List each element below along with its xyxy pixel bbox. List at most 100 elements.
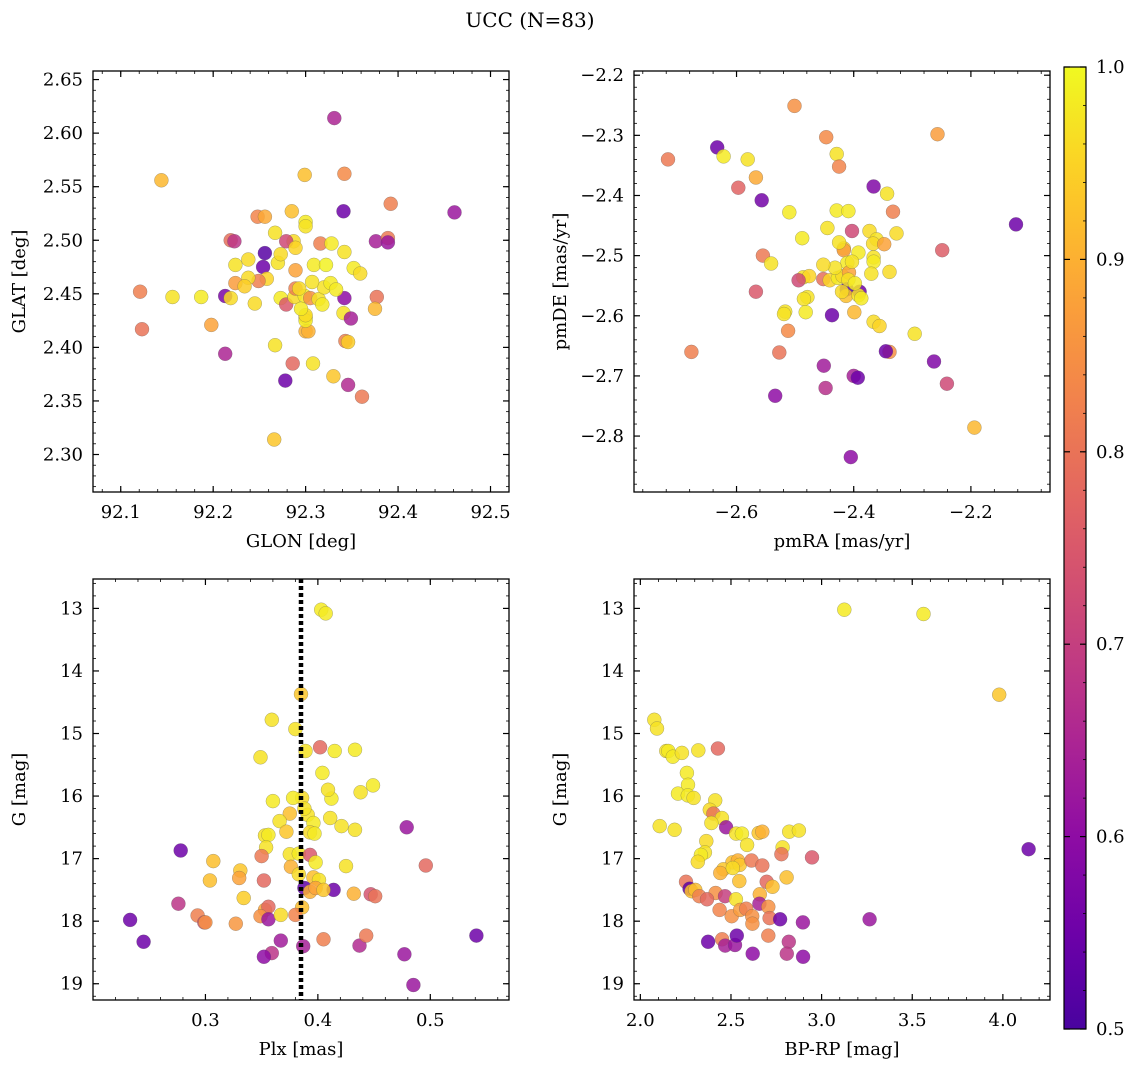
scatter-point bbox=[273, 907, 288, 923]
scatter-point bbox=[847, 276, 863, 291]
scatter-point bbox=[877, 236, 892, 252]
scatter-point bbox=[236, 890, 251, 906]
scatter-point bbox=[265, 793, 281, 809]
scatter-point bbox=[864, 266, 879, 281]
scatter-point bbox=[878, 344, 894, 359]
scatter-point bbox=[337, 166, 352, 182]
x-tick-label: −2.4 bbox=[832, 502, 876, 523]
scatter-point bbox=[725, 860, 740, 876]
scatter-points bbox=[132, 110, 462, 447]
y-axis-label: G [mag] bbox=[550, 753, 571, 826]
y-tick-label: −2.5 bbox=[580, 246, 624, 267]
scatter-point bbox=[819, 129, 834, 145]
axes-frame bbox=[92, 70, 510, 493]
scatter-point bbox=[816, 358, 831, 373]
y-tick-label: 14 bbox=[60, 661, 83, 682]
scatter-point bbox=[716, 149, 731, 164]
scatter-point bbox=[334, 818, 349, 834]
scatter-point bbox=[285, 790, 301, 806]
scatter-point bbox=[889, 226, 904, 241]
scatter-point bbox=[755, 824, 770, 839]
scatter-point bbox=[820, 220, 835, 236]
colorbar-tick-label: 0.5 bbox=[1096, 1019, 1125, 1040]
scatter-point bbox=[327, 110, 342, 126]
scatter-point bbox=[365, 778, 381, 793]
scatter-point bbox=[292, 281, 307, 296]
scatter-point bbox=[279, 824, 294, 839]
y-tick-label: 2.45 bbox=[43, 284, 83, 305]
scatter-point bbox=[324, 236, 339, 251]
scatter-point bbox=[844, 254, 860, 269]
scatter-point bbox=[368, 889, 383, 904]
x-axis-label: BP-RP [mag] bbox=[784, 1039, 899, 1060]
scatter-point bbox=[781, 934, 796, 949]
y-axis-label: GLAT [deg] bbox=[9, 230, 30, 334]
scatter-point bbox=[253, 750, 268, 765]
scatter-point bbox=[843, 449, 858, 465]
x-tick-label: 92.3 bbox=[286, 502, 326, 523]
scatter-point bbox=[798, 305, 813, 320]
scatter-point bbox=[844, 223, 860, 239]
scatter-point bbox=[227, 234, 242, 249]
colorbar-gradient bbox=[1063, 66, 1087, 1030]
scatter-point bbox=[316, 882, 331, 898]
scatter-point bbox=[879, 186, 895, 201]
x-axis-label: pmRA [mas/yr] bbox=[774, 531, 911, 552]
x-tick-label: −2.2 bbox=[949, 502, 993, 523]
scatter-point bbox=[307, 826, 322, 841]
scatter-point bbox=[732, 873, 747, 889]
scatter-point bbox=[297, 167, 312, 183]
scatter-point bbox=[397, 947, 412, 962]
scatter-point bbox=[323, 810, 338, 826]
panel-pmra-pmde: −2.6 −2.4 −2.2 −2.2 −2.3 −2.4 −2.5 −2.6 −2.7 −2.8… bbox=[550, 65, 1051, 552]
x-tick-label: 0.5 bbox=[416, 1010, 445, 1031]
y-tick-label: 2.65 bbox=[43, 70, 83, 91]
scatter-point bbox=[660, 152, 676, 167]
scatter-point bbox=[690, 854, 705, 869]
scatter-point bbox=[939, 376, 955, 391]
scatter-point bbox=[304, 274, 320, 290]
scatter-point bbox=[763, 256, 779, 271]
scatter-point bbox=[739, 837, 755, 853]
x-tick-label: 3.5 bbox=[898, 1010, 927, 1031]
scatter-point bbox=[198, 915, 213, 930]
scatter-point bbox=[347, 742, 363, 757]
y-tick-label: −2.8 bbox=[580, 426, 624, 447]
scatter-point bbox=[818, 380, 833, 396]
scatter-point bbox=[686, 790, 701, 806]
scatter-point bbox=[154, 173, 169, 188]
scatter-point bbox=[795, 230, 810, 246]
scatter-point bbox=[772, 345, 787, 360]
scatter-point bbox=[872, 318, 887, 334]
colorbar-tick-label: 1.0 bbox=[1096, 57, 1125, 78]
colorbar-tick-label: 0.8 bbox=[1096, 442, 1125, 463]
scatter-point bbox=[256, 873, 272, 888]
y-tick-label: 18 bbox=[60, 911, 83, 932]
scatter-point bbox=[305, 356, 321, 371]
scatter-point bbox=[272, 813, 287, 829]
scatter-point bbox=[930, 126, 945, 142]
scatter-point bbox=[1021, 842, 1036, 857]
scatter-point bbox=[285, 356, 300, 371]
scatter-point bbox=[367, 301, 383, 316]
scatter-point bbox=[134, 322, 150, 337]
scatter-point bbox=[926, 354, 942, 369]
scatter-point bbox=[267, 225, 283, 241]
scatter-point bbox=[288, 240, 303, 256]
panel-glon-glat: 92.1 92.2 92.3 92.4 92.5 2.30 2.35 2.40 2.45 2.50… bbox=[9, 70, 511, 552]
scatter-point bbox=[171, 896, 186, 911]
scatter-point bbox=[261, 912, 276, 927]
scatter-point bbox=[316, 932, 331, 947]
scatter-point bbox=[935, 242, 950, 258]
x-tick-label: 0.3 bbox=[191, 1010, 220, 1031]
scatter-point bbox=[264, 712, 279, 727]
y-tick-label: −2.2 bbox=[580, 65, 624, 86]
scatter-point bbox=[776, 306, 792, 322]
scatter-point bbox=[406, 977, 421, 993]
scatter-point bbox=[745, 916, 760, 931]
x-tick-label: 4.0 bbox=[989, 1010, 1018, 1031]
scatter-point bbox=[293, 301, 309, 316]
scatter-point bbox=[122, 912, 138, 928]
colorbar-tick-label: 0.9 bbox=[1096, 249, 1125, 270]
x-tick-label: 3.0 bbox=[807, 1010, 836, 1031]
